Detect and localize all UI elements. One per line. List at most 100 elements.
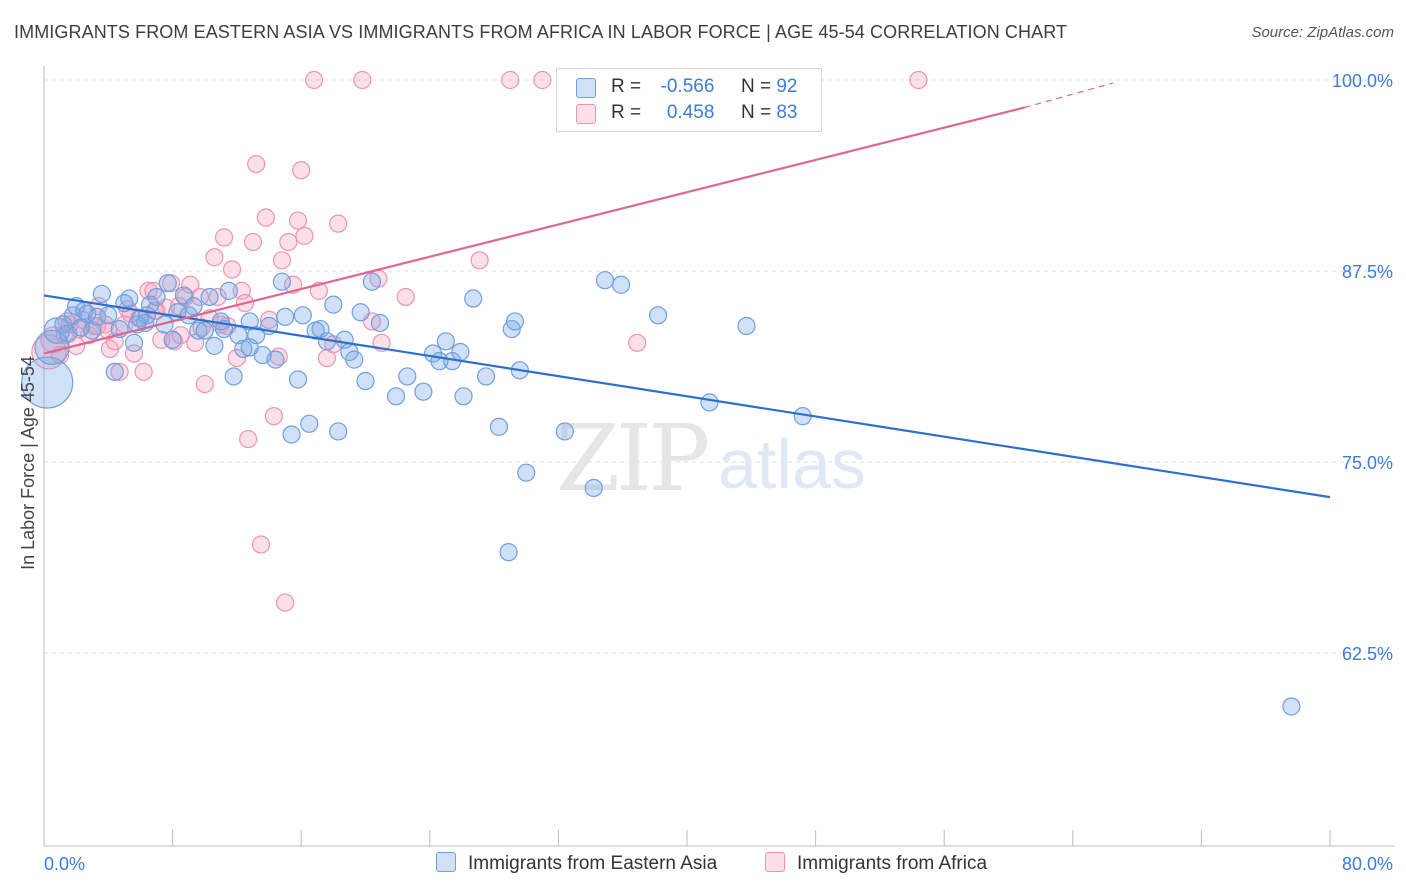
- data-point-eastern-asia: [611, 275, 631, 294]
- legend-label: Immigrants from Eastern Asia: [468, 853, 718, 874]
- data-point-africa: [276, 593, 295, 612]
- data-point-eastern-asia: [83, 321, 102, 340]
- r-label: R =: [611, 76, 642, 97]
- data-point-eastern-asia: [158, 274, 177, 293]
- data-point-eastern-asia: [398, 367, 417, 386]
- data-point-eastern-asia: [595, 271, 615, 290]
- r-label: R =: [611, 102, 642, 123]
- data-point-eastern-asia: [266, 350, 285, 369]
- series-eastern-asia-points: [21, 271, 1301, 716]
- n-label: N =: [740, 102, 772, 123]
- tick-labels: 62.5% 75.0% 87.5% 100.0% 0.0% 80.0% In Labor F…: [18, 71, 1393, 874]
- data-point-eastern-asia: [454, 387, 473, 406]
- data-point-eastern-asia: [184, 297, 203, 316]
- data-point-eastern-asia: [436, 332, 455, 351]
- data-point-africa: [272, 251, 292, 270]
- data-point-eastern-asia: [505, 312, 525, 331]
- trend-line-africa-extension: [1024, 82, 1114, 109]
- data-point-eastern-asia: [147, 287, 166, 307]
- data-point-africa: [353, 70, 372, 90]
- data-point-eastern-asia: [370, 313, 390, 333]
- data-point-eastern-asia: [584, 478, 603, 498]
- data-point-eastern-asia: [234, 339, 253, 359]
- data-point-eastern-asia: [1282, 697, 1301, 716]
- legend-swatch-pink: [765, 852, 785, 872]
- data-point-africa: [909, 70, 928, 90]
- n-label: N =: [740, 76, 772, 97]
- data-point-eastern-asia: [648, 306, 668, 325]
- data-point-africa: [124, 344, 144, 363]
- watermark-atlas: atlas: [718, 425, 866, 503]
- legend-swatch-blue: [436, 852, 456, 872]
- data-point-eastern-asia: [219, 281, 238, 300]
- data-point-eastern-asia: [356, 371, 375, 391]
- data-point-africa: [396, 287, 415, 307]
- data-point-africa: [264, 407, 283, 426]
- data-point-eastern-asia: [700, 393, 719, 412]
- y-tick-label: 100.0%: [1332, 71, 1393, 91]
- data-point-eastern-asia: [300, 414, 319, 433]
- data-point-eastern-asia: [272, 272, 292, 291]
- legend-stats: R = -0.566 N = 92: [611, 76, 797, 98]
- trend-line-africa: [43, 106, 1025, 355]
- data-point-eastern-asia: [240, 312, 259, 331]
- y-axis-title: In Labor Force | Age 45-54: [18, 356, 38, 570]
- data-point-africa: [205, 248, 224, 267]
- data-point-africa: [169, 297, 189, 316]
- data-point-eastern-asia: [324, 295, 343, 314]
- data-point-eastern-asia: [189, 321, 208, 340]
- y-tick-label: 87.5%: [1342, 262, 1393, 282]
- watermark: ZIP atlas: [556, 405, 866, 512]
- correlation-legend: R = -0.566 N = 92 R = 0.458 N = 83: [556, 68, 822, 132]
- n-value: 92: [776, 76, 798, 97]
- data-point-africa: [190, 287, 210, 307]
- data-point-africa: [195, 374, 214, 394]
- data-point-eastern-asia: [195, 321, 214, 340]
- data-point-africa: [256, 208, 275, 227]
- data-point-eastern-asia: [224, 367, 243, 386]
- data-point-eastern-asia: [489, 417, 509, 436]
- data-point-africa: [295, 226, 314, 245]
- data-point-africa: [292, 161, 311, 180]
- data-point-eastern-asia: [414, 382, 433, 401]
- data-point-eastern-asia: [451, 342, 470, 362]
- data-point-eastern-asia: [737, 316, 756, 336]
- data-point-africa: [628, 333, 647, 352]
- data-point-eastern-asia: [386, 387, 406, 406]
- data-point-eastern-asia: [282, 425, 301, 444]
- r-value: 0.458: [666, 102, 715, 123]
- data-point-africa: [304, 70, 324, 90]
- legend-stats: R = 0.458 N = 83: [611, 102, 797, 124]
- data-point-africa: [329, 214, 348, 233]
- legend-swatch-blue: [576, 78, 596, 98]
- data-point-africa: [243, 232, 263, 252]
- x-tick-label: 0.0%: [44, 854, 85, 874]
- legend-item-africa: Immigrants from Africa: [765, 852, 987, 875]
- data-point-africa: [227, 348, 246, 368]
- data-point-eastern-asia: [555, 422, 574, 441]
- r-value: -0.566: [660, 76, 715, 97]
- data-point-eastern-asia: [99, 306, 118, 325]
- data-point-eastern-asia: [200, 287, 219, 307]
- data-point-africa: [269, 347, 288, 366]
- data-point-eastern-asia: [92, 284, 111, 304]
- data-point-africa: [110, 362, 129, 381]
- axes: [43, 66, 1395, 847]
- data-point-eastern-asia: [499, 543, 518, 562]
- chart-title: IMMIGRANTS FROM EASTERN ASIA VS IMMIGRAN…: [14, 22, 1068, 42]
- data-point-africa: [134, 362, 153, 381]
- data-point-africa: [214, 228, 234, 247]
- legend-label: Immigrants from Africa: [797, 853, 988, 874]
- x-tick-label: 80.0%: [1342, 854, 1393, 874]
- data-point-eastern-asia: [120, 289, 139, 308]
- data-point-eastern-asia: [54, 315, 73, 334]
- data-point-africa: [247, 154, 266, 174]
- data-point-eastern-asia: [163, 330, 182, 349]
- data-point-eastern-asia: [137, 306, 156, 325]
- watermark-zip: ZIP: [556, 405, 707, 512]
- data-point-eastern-asia: [293, 306, 312, 325]
- data-point-eastern-asia: [476, 367, 496, 386]
- data-point-eastern-asia: [205, 336, 224, 355]
- trend-line-eastern-asia: [43, 294, 1331, 499]
